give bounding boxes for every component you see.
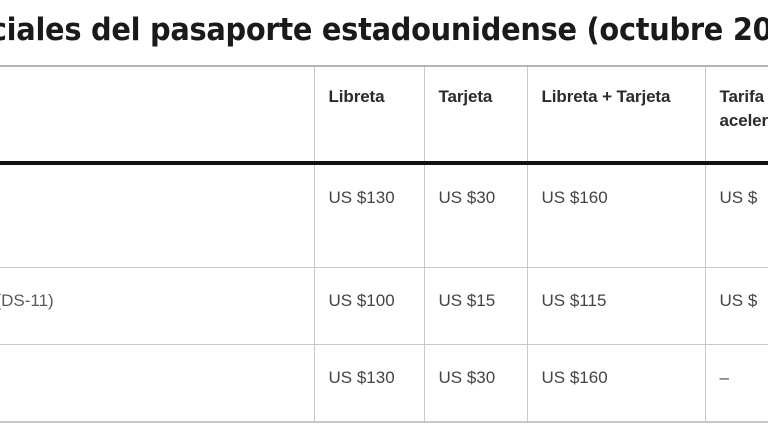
column-header-book-plus-card: Libreta + Tarjeta [526,66,705,165]
cell-expedite-fee: – [704,344,768,422]
cell-card-fee: US $30 [423,344,527,422]
table-row: e 16 años) – primera 1) US $130 US $30 U… [0,163,768,268]
table-header-row: Tipo de trámite Libreta Tarjeta Libreta … [0,66,768,165]
table-row: nores de 16 años) – (DS-11) US $100 US $… [0,267,768,345]
cell-book-fee: US $130 [313,344,424,422]
row-label-minor: nores de 16 años) – (DS-11) [0,267,314,345]
table-row: e adultos (DS-82) US $130 US $30 US $160… [0,344,768,423]
column-header-book: Libreta [313,66,424,165]
cell-book-fee: US $100 [313,267,424,345]
page-title: Tarifas oficiales del pasaporte estadoun… [0,12,768,48]
cell-card-fee: US $30 [423,163,527,268]
cell-expedite-fee: US $ [704,163,768,268]
cell-expedite-fee: US $ [704,267,768,345]
cell-card-fee: US $15 [423,267,527,345]
cell-book-plus-card-fee: US $115 [526,267,705,345]
cell-book-fee: US $130 [313,163,424,268]
table-body: e 16 años) – primera 1) US $130 US $30 U… [0,163,768,422]
column-header-type: Tipo de trámite [0,66,314,165]
passport-fee-table: Tipo de trámite Libreta Tarjeta Libreta … [0,65,768,423]
row-label-adult-renewal: e adultos (DS-82) [0,345,314,423]
column-header-expedite-fee: Tarifa de servicio acelerado [704,66,768,165]
column-header-card: Tarjeta [423,66,527,165]
table-header: Tipo de trámite Libreta Tarjeta Libreta … [0,66,768,165]
article-content: Tarifas oficiales del pasaporte estadoun… [0,12,768,423]
cell-book-plus-card-fee: US $160 [526,344,705,422]
row-label-rest: – (DS-11) [0,291,54,310]
row-label-first-adult: e 16 años) – primera 1) [0,163,314,268]
cell-book-plus-card-fee: US $160 [526,163,705,268]
